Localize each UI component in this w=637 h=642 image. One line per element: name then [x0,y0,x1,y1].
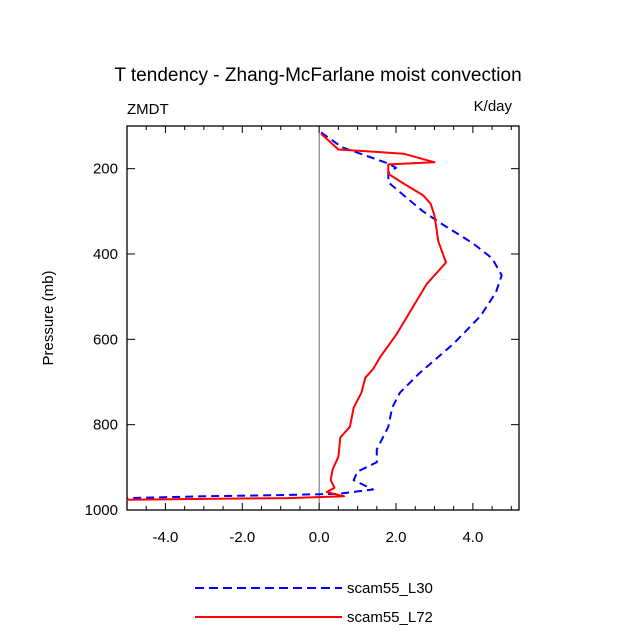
y-tick-label: 400 [93,246,118,263]
units-label: K/day [474,98,513,115]
series-lines [126,131,503,501]
legend-label-l30: scam55_L30 [347,580,433,597]
y-tick-label: 800 [93,417,118,434]
y-axis-label: Pressure (mb) [40,270,57,365]
y-tick-label: 200 [93,161,118,178]
x-tick-label: -2.0 [229,529,255,546]
chart-title: T tendency - Zhang-McFarlane moist conve… [114,65,521,86]
series-line-scam55_L72 [126,132,447,501]
legend-label-l72: scam55_L72 [347,609,433,626]
legend: scam55_L30 scam55_L72 [195,580,433,626]
x-tick-label: -4.0 [153,529,179,546]
y-tick-label: 1000 [85,502,118,519]
plot-frame [126,125,520,511]
series-line-scam55_L30 [126,131,503,500]
x-tick-label: 4.0 [462,529,483,546]
axis-ticks: -4.0 -2.0 0.0 2.0 4.0 200 400 600 800 1000 [85,126,519,546]
plot-area [126,125,520,511]
x-tick-label: 2.0 [386,529,407,546]
x-tick-label: 0.0 [309,529,330,546]
y-tick-label: 600 [93,331,118,348]
variable-label: ZMDT [127,101,169,118]
